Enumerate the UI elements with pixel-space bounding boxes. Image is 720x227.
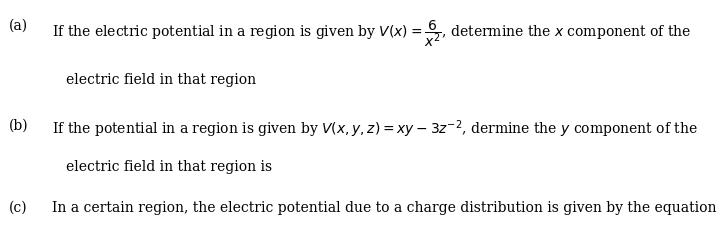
Text: (c): (c) (9, 200, 27, 214)
Text: If the electric potential in a region is given by $V(x) = \dfrac{6}{x^2}$, deter: If the electric potential in a region is… (52, 18, 691, 49)
Text: electric field in that region: electric field in that region (66, 73, 256, 86)
Text: (b): (b) (9, 118, 28, 132)
Text: If the potential in a region is given by $V(x,y,z) = xy - 3z^{-2}$, dermine the : If the potential in a region is given by… (52, 118, 698, 140)
Text: In a certain region, the electric potential due to a charge distribution is give: In a certain region, the electric potent… (52, 200, 716, 214)
Text: electric field in that region is: electric field in that region is (66, 159, 272, 173)
Text: (a): (a) (9, 18, 28, 32)
